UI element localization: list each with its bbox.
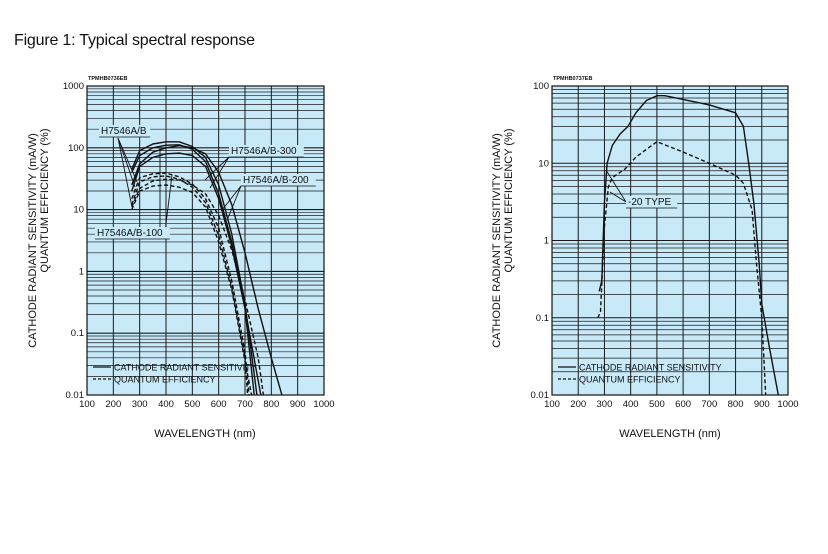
y-axis-label: CATHODE RADIANT SENSITIVITY (mA/W) bbox=[491, 133, 503, 348]
annotation-leader-line bbox=[204, 156, 230, 181]
x-tick-label: 200 bbox=[570, 399, 586, 410]
legend: CATHODE RADIANT SENSITIVITY QUANTUM EFFIC… bbox=[93, 363, 257, 385]
annotation-label-background bbox=[626, 196, 678, 208]
x-axis-label: WAVELENGTH (nm) bbox=[619, 428, 720, 440]
annotation-label: H7546A/B-100 bbox=[97, 228, 163, 239]
annotation-leader-line bbox=[117, 137, 133, 208]
legend-label: CATHODE RADIANT SENSITIVITY bbox=[114, 363, 257, 373]
annotation-label-background bbox=[99, 125, 151, 137]
x-tick-label: 300 bbox=[597, 399, 613, 410]
x-tick-label: 700 bbox=[237, 399, 253, 410]
annotation-label-background bbox=[241, 174, 316, 186]
annotation-label: H7546A/B-300 bbox=[231, 146, 297, 157]
annotation-label: H7546A/B bbox=[101, 126, 147, 137]
annotation-label-background bbox=[95, 227, 170, 239]
x-tick-label: 400 bbox=[623, 399, 639, 410]
series-line-h7546a-b-qe bbox=[131, 172, 250, 396]
series-line-h7546a-b-300-crs bbox=[131, 145, 283, 396]
y-axis-label-secondary: QUANTUM EFFICIENCY (%) bbox=[39, 128, 51, 272]
y-tick-label: 0.01 bbox=[66, 390, 85, 401]
plot-frame bbox=[86, 85, 325, 396]
y-tick-label: 100 bbox=[533, 81, 549, 92]
legend-label: CATHODE RADIANT SENSITIVITY bbox=[579, 363, 722, 373]
series-line--20-type-crs bbox=[598, 95, 779, 396]
annotation-label: H7546A/B-200 bbox=[243, 175, 309, 186]
x-tick-label: 1000 bbox=[777, 399, 798, 410]
x-tick-label: 100 bbox=[79, 399, 95, 410]
x-tick-label: 600 bbox=[675, 399, 691, 410]
y-tick-label: 1 bbox=[79, 266, 84, 277]
y-tick-label: 1 bbox=[544, 236, 549, 247]
x-tick-label: 100 bbox=[544, 399, 560, 410]
annotation-leader-line bbox=[117, 137, 136, 188]
series-line--20-type-qe bbox=[597, 141, 767, 396]
series-line-h7546a-b-300-qe bbox=[131, 178, 265, 396]
figure-title: Figure 1: Typical spectral response bbox=[14, 32, 255, 49]
figure-code: TPMHB0736EB bbox=[88, 76, 127, 82]
series-line-h7546a-b-200-qe bbox=[131, 184, 253, 396]
x-tick-label: 500 bbox=[649, 399, 665, 410]
y-tick-label: 0.1 bbox=[536, 313, 549, 324]
annotation-leader-line bbox=[221, 185, 242, 211]
x-tick-label: 800 bbox=[728, 399, 744, 410]
annotation-leader-line bbox=[164, 174, 173, 233]
x-tick-label: 1000 bbox=[313, 399, 334, 410]
x-tick-label: 600 bbox=[211, 399, 227, 410]
y-axis-label: CATHODE RADIANT SENSITIVITY (mA/W) bbox=[27, 133, 39, 348]
annotation-label: -20 TYPE bbox=[628, 197, 671, 208]
x-tick-label: 400 bbox=[158, 399, 174, 410]
annotation-leader-line bbox=[609, 191, 627, 203]
legend-label: QUANTUM EFFICIENCY bbox=[579, 375, 681, 385]
chart-1: 100 200 300 400 500 600 700 800 900 1000 0.01 0.1 1 1… bbox=[27, 76, 335, 440]
annotation-leader-line bbox=[605, 169, 627, 203]
x-tick-label: 700 bbox=[701, 399, 717, 410]
y-tick-label: 100 bbox=[68, 143, 84, 154]
y-axis-label-secondary: QUANTUM EFFICIENCY (%) bbox=[503, 128, 515, 272]
annotation-leader-line bbox=[117, 137, 138, 183]
annotation-leader-line bbox=[227, 185, 242, 219]
figure-code: TPMHB0737EB bbox=[553, 76, 592, 82]
series-line-h7546a-b-100-qe bbox=[131, 175, 249, 396]
legend-label: QUANTUM EFFICIENCY bbox=[114, 375, 216, 385]
plot-frame bbox=[551, 85, 789, 396]
annotation-leader-line bbox=[209, 156, 230, 189]
series-line-h7546a-b-crs bbox=[131, 141, 258, 396]
x-tick-label: 300 bbox=[132, 399, 148, 410]
x-tick-label: 200 bbox=[105, 399, 121, 410]
plot-background bbox=[87, 86, 324, 395]
x-tick-label: 500 bbox=[184, 399, 200, 410]
y-tick-label: 0.1 bbox=[71, 328, 84, 339]
chart-2: 100 200 300 400 500 600 700 800 900 1000 0.01 0.1 1 1… bbox=[491, 76, 799, 440]
legend: CATHODE RADIANT SENSITIVITY QUANTUM EFFIC… bbox=[558, 363, 722, 385]
x-tick-label: 900 bbox=[754, 399, 770, 410]
y-tick-label: 10 bbox=[73, 205, 84, 216]
y-tick-label: 0.01 bbox=[531, 390, 550, 401]
x-tick-label: 900 bbox=[290, 399, 306, 410]
x-axis-label: WAVELENGTH (nm) bbox=[154, 428, 255, 440]
annotation-label-background bbox=[229, 145, 304, 157]
y-tick-label: 1000 bbox=[63, 81, 84, 92]
x-tick-label: 800 bbox=[263, 399, 279, 410]
y-tick-label: 10 bbox=[538, 158, 549, 169]
